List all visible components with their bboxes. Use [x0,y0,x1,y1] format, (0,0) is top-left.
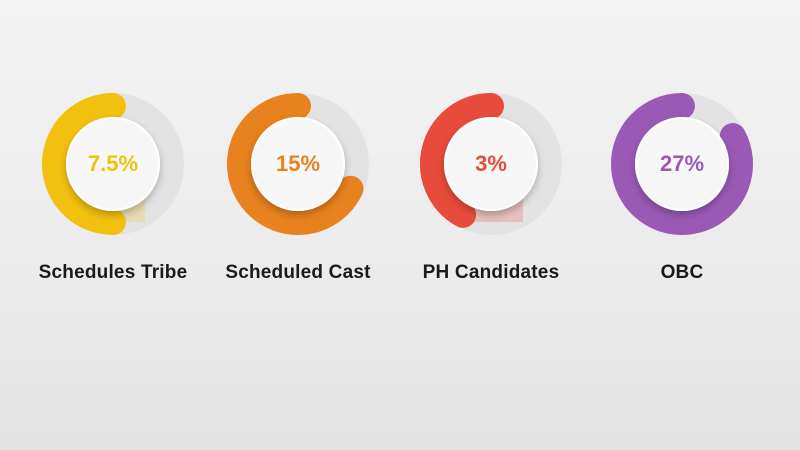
gauge-value-arc [42,93,126,235]
gauge-category-label: Scheduled Cast [225,262,371,283]
gauge-inner-disc [251,117,345,211]
gauge-value-arc [420,93,504,228]
gauge-obc: 27% OBC [582,0,782,450]
gauge-schedules-tribe: 7.5% Schedules Tribe [13,0,213,450]
gauge-ph-candidates: 3% PH Candidates [391,0,591,450]
gauge-category-label: OBC [660,262,704,283]
gauge-category-label: PH Candidates [422,262,560,283]
gauge-inner-disc [635,117,729,211]
gauge-scheduled-cast: 15% Scheduled Cast [198,0,398,450]
gauge-inner-disc [66,117,160,211]
gauge-ring-svg: 7.5% [42,93,184,235]
gauge-disc-rim [251,117,345,211]
gauge-value-arc [611,93,753,235]
gauge-ring-svg: 15% [227,93,369,235]
gauge-percent-label: 7.5% [88,151,138,176]
gauge-ring-svg: 27% [611,93,753,235]
gauge-percent-label: 3% [475,151,507,176]
gauge-disc-rim [635,117,729,211]
gauge-disc-rim [66,117,160,211]
gauge-value-arc [227,93,364,235]
gauge-percent-label: 27% [660,151,704,176]
gauge-disc-rim [444,117,538,211]
gauge-percent-label: 15% [276,151,320,176]
gauge-ring-svg: 3% [420,93,562,235]
gauge-category-label: Schedules Tribe [38,262,188,283]
gauge-inner-disc [444,117,538,211]
